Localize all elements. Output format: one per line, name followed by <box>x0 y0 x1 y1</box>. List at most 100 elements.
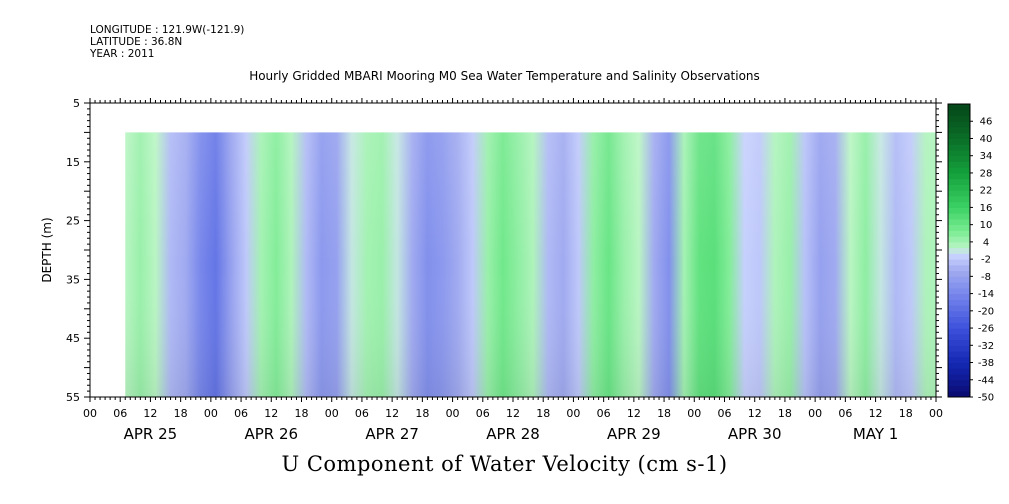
colorbar-label: -20 <box>978 306 994 317</box>
colorbar-segment <box>948 236 970 243</box>
colorbar-segment <box>948 351 970 358</box>
x-day-label: APR 26 <box>244 425 298 443</box>
colorbar-segment <box>948 241 970 249</box>
x-tick-label: 18 <box>657 407 671 420</box>
y-tick-label: 35 <box>66 273 80 286</box>
colorbar-label: 28 <box>980 168 993 179</box>
colorbar-segment <box>948 207 970 214</box>
x-tick-label: 06 <box>718 407 732 420</box>
colorbar-segment <box>948 345 970 352</box>
x-day-label: APR 27 <box>365 425 419 443</box>
colorbar-label: 16 <box>980 203 993 214</box>
x-tick-label: 00 <box>566 407 580 420</box>
colorbar-segment <box>948 149 970 157</box>
colorbar-segment <box>948 362 970 369</box>
colorbar-label: -26 <box>978 324 994 335</box>
colorbar-segment <box>948 299 970 306</box>
x-tick-label: 12 <box>143 407 157 420</box>
colorbar-segment <box>948 368 970 375</box>
colorbar-segment <box>948 253 970 260</box>
colorbar-segment <box>948 201 970 208</box>
colorbar-segment <box>948 161 970 168</box>
colorbar-segment <box>948 339 970 346</box>
plot-area <box>89 102 937 398</box>
colorbar-segment <box>948 379 970 387</box>
x-tick-label: 18 <box>899 407 913 420</box>
y-tick-label: 15 <box>66 156 80 169</box>
colorbar-segment <box>948 310 970 318</box>
x-day-label: APR 30 <box>728 425 782 443</box>
x-tick-label: 12 <box>627 407 641 420</box>
x-tick-label: 00 <box>446 407 460 420</box>
colorbar-label: -38 <box>978 358 994 369</box>
colorbar-segment <box>948 144 970 151</box>
x-tick-label: 12 <box>869 407 883 420</box>
colorbar-label: 40 <box>980 134 993 145</box>
colorbar-segment <box>948 132 970 139</box>
colorbar-label: -32 <box>978 341 994 352</box>
x-day-label: APR 29 <box>607 425 661 443</box>
colorbar-segment <box>948 178 970 185</box>
y-tick-label: 45 <box>66 332 80 345</box>
colorbar-segment <box>948 282 970 289</box>
colorbar-segment <box>948 109 970 116</box>
colorbar-segment <box>948 195 970 203</box>
x-tick-label: 06 <box>597 407 611 420</box>
x-tick-label: 18 <box>174 407 188 420</box>
x-tick-label: 06 <box>234 407 248 420</box>
colorbar-segment <box>948 213 970 220</box>
colorbar-label: 46 <box>980 117 993 128</box>
x-tick-label: 00 <box>83 407 97 420</box>
depth-shading <box>125 132 936 397</box>
colorbar-label: 10 <box>980 220 993 231</box>
colorbar-segment <box>948 374 970 381</box>
colorbar-segment <box>948 190 970 197</box>
colorbar-segment <box>948 287 970 295</box>
x-tick-label: 00 <box>204 407 218 420</box>
longitude-label: LONGITUDE : 121.9W(-121.9) <box>90 24 245 36</box>
colorbar-segment <box>948 391 970 398</box>
colorbar-segment <box>948 247 970 254</box>
colorbar-segment <box>948 259 970 266</box>
colorbar-segment <box>948 270 970 277</box>
colorbar-segment <box>948 224 970 231</box>
x-day-label: APR 28 <box>486 425 540 443</box>
x-tick-label: 00 <box>929 407 943 420</box>
colorbar-label: -14 <box>978 289 994 300</box>
y-axis-label: DEPTH (m) <box>40 217 54 282</box>
y-tick-label: 5 <box>73 97 80 110</box>
y-tick-label: 55 <box>66 391 80 404</box>
colorbar-segment <box>948 385 970 392</box>
x-day-label: APR 25 <box>124 425 178 443</box>
plot-title: Hourly Gridded MBARI Mooring M0 Sea Wate… <box>249 69 760 83</box>
colorbar-segment <box>948 276 970 283</box>
x-tick-label: 06 <box>355 407 369 420</box>
x-axis: 00 06 12 18 00 06 12 18 00 06 12 18 00 06 12 18 00 06 12 18… <box>83 98 943 443</box>
colorbar-segment <box>948 167 970 174</box>
variable-caption: U Component of Water Velocity (cm s-1) <box>281 452 728 476</box>
colorbar-segment <box>948 264 970 272</box>
x-tick-label: 12 <box>748 407 762 420</box>
colorbar-segment <box>948 356 970 364</box>
x-day-label: MAY 1 <box>853 425 899 443</box>
colorbar-segment <box>948 126 970 134</box>
colorbar-segment <box>948 121 970 128</box>
colorbar-segment <box>948 333 970 341</box>
year-label: YEAR : 2011 <box>90 48 155 60</box>
colorbar-label: -50 <box>978 393 994 404</box>
x-tick-label: 18 <box>536 407 550 420</box>
x-tick-label: 00 <box>808 407 822 420</box>
colorbar-segment <box>948 172 970 180</box>
x-tick-label: 00 <box>325 407 339 420</box>
colorbar-segment <box>948 184 970 191</box>
x-tick-label: 00 <box>687 407 701 420</box>
x-tick-label: 06 <box>476 407 490 420</box>
colorbar-segment <box>948 155 970 162</box>
x-tick-label: 06 <box>113 407 127 420</box>
colorbar: 46 40 34 28 22 16 10 4 -2 -8 -14 -20 -26 -32 -38 -44 -50 <box>947 103 994 404</box>
x-tick-label: 18 <box>778 407 792 420</box>
colorbar-segment <box>948 293 970 300</box>
colorbar-segment <box>948 230 970 237</box>
colorbar-label: 34 <box>980 151 993 162</box>
x-tick-label: 18 <box>415 407 429 420</box>
